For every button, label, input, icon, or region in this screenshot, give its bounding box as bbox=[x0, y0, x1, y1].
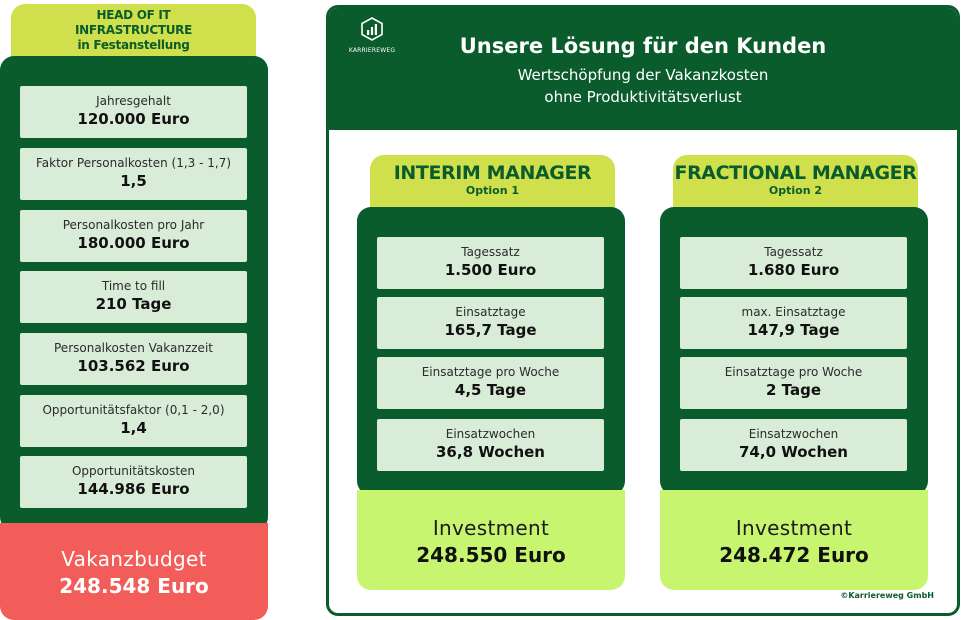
karriereweg-logo: KARRIEREWEG bbox=[346, 17, 398, 54]
option-2-tab: FRACTIONAL MANAGER Option 2 bbox=[673, 155, 918, 213]
card-value: 210 Tage bbox=[95, 295, 172, 313]
position-tab: HEAD OF IT INFRASTRUCTURE in Festanstell… bbox=[11, 4, 256, 64]
card-value: 1,5 bbox=[120, 172, 147, 190]
investment-label: Investment bbox=[432, 516, 550, 540]
card-label: Personalkosten Vakanzzeit bbox=[54, 341, 213, 355]
solution-frame: KARRIEREWEG Unsere Lösung für den Kunden… bbox=[326, 5, 960, 616]
investment-label: Investment bbox=[735, 516, 853, 540]
position-title-line-1: HEAD OF IT bbox=[96, 8, 171, 22]
card-label: Einsatztage pro Woche bbox=[421, 365, 560, 379]
card-value: 165,7 Tage bbox=[444, 321, 537, 339]
cost-card-factor: Faktor Personalkosten (1,3 - 1,7) 1,5 bbox=[20, 148, 247, 200]
card-value: 1.500 Euro bbox=[444, 261, 537, 279]
subtitle-line-2: ohne Produktivitätsverlust bbox=[544, 88, 742, 106]
budget-label: Vakanzbudget bbox=[61, 547, 207, 571]
card-label: max. Einsatztage bbox=[741, 305, 846, 319]
investment-value: 248.472 Euro bbox=[719, 543, 869, 567]
copyright-notice: ©Karriereweg GmbH bbox=[840, 591, 934, 600]
card-label: Opportunitätsfaktor (0,1 - 2,0) bbox=[42, 403, 225, 417]
option-card-days-per-week: Einsatztage pro Woche 2 Tage bbox=[680, 357, 907, 409]
card-value: 147,9 Tage bbox=[747, 321, 840, 339]
card-value: 74,0 Wochen bbox=[739, 443, 848, 461]
vacancy-cost-panel: Jahresgehalt 120.000 Euro Faktor Persona… bbox=[0, 56, 268, 531]
cost-card-opportunity-factor: Opportunitätsfaktor (0,1 - 2,0) 1,4 bbox=[20, 395, 247, 447]
card-label: Opportunitätskosten bbox=[71, 464, 196, 478]
cost-card-vacancy-cost: Personalkosten Vakanzzeit 103.562 Euro bbox=[20, 333, 247, 385]
option-card-weeks: Einsatzwochen 74,0 Wochen bbox=[680, 419, 907, 471]
cost-card-salary: Jahresgehalt 120.000 Euro bbox=[20, 86, 247, 138]
card-value: 1,4 bbox=[120, 419, 147, 437]
option-card-day-rate: Tagessatz 1.680 Euro bbox=[680, 237, 907, 289]
solution-header: KARRIEREWEG Unsere Lösung für den Kunden… bbox=[329, 8, 957, 130]
card-value: 103.562 Euro bbox=[77, 357, 190, 375]
subtitle-line-1: Wertschöpfung der Vakanzkosten bbox=[517, 66, 769, 84]
card-label: Time to fill bbox=[101, 279, 166, 293]
option-name: FRACTIONAL MANAGER bbox=[674, 162, 917, 184]
vacancy-budget: Vakanzbudget 248.548 Euro bbox=[0, 523, 268, 620]
card-value: 120.000 Euro bbox=[77, 110, 190, 128]
option-card-days-per-week: Einsatztage pro Woche 4,5 Tage bbox=[377, 357, 604, 409]
cost-card-opportunity-cost: Opportunitätskosten 144.986 Euro bbox=[20, 456, 247, 508]
option-card-day-rate: Tagessatz 1.500 Euro bbox=[377, 237, 604, 289]
option-1-tab: INTERIM MANAGER Option 1 bbox=[370, 155, 615, 213]
card-label: Tagessatz bbox=[764, 245, 823, 259]
solution-subtitle: Wertschöpfung der Vakanzkosten ohne Prod… bbox=[329, 64, 957, 108]
card-label: Einsatzwochen bbox=[445, 427, 536, 441]
budget-value: 248.548 Euro bbox=[59, 574, 209, 598]
card-value: 1.680 Euro bbox=[747, 261, 840, 279]
option-label: Option 2 bbox=[768, 184, 823, 197]
cost-card-time-to-fill: Time to fill 210 Tage bbox=[20, 271, 247, 323]
option-card-max-days: max. Einsatztage 147,9 Tage bbox=[680, 297, 907, 349]
card-label: Tagessatz bbox=[461, 245, 520, 259]
card-label: Einsatztage pro Woche bbox=[724, 365, 863, 379]
card-label: Jahresgehalt bbox=[96, 94, 171, 108]
card-label: Einsatztage bbox=[455, 305, 526, 319]
option-label: Option 1 bbox=[465, 184, 520, 197]
logo-icon bbox=[361, 17, 383, 41]
investment-value: 248.550 Euro bbox=[416, 543, 566, 567]
card-value: 180.000 Euro bbox=[77, 234, 190, 252]
option-name: INTERIM MANAGER bbox=[393, 162, 592, 184]
option-2-panel: Tagessatz 1.680 Euro max. Einsatztage 14… bbox=[660, 207, 928, 495]
card-value: 144.986 Euro bbox=[77, 480, 190, 498]
card-label: Personalkosten pro Jahr bbox=[62, 218, 205, 232]
card-value: 2 Tage bbox=[766, 381, 821, 399]
position-title-line-2: INFRASTRUCTURE bbox=[74, 23, 193, 37]
card-value: 4,5 Tage bbox=[454, 381, 527, 399]
card-value: 36,8 Wochen bbox=[436, 443, 545, 461]
option-2-investment: Investment 248.472 Euro bbox=[660, 490, 928, 590]
option-card-days: Einsatztage 165,7 Tage bbox=[377, 297, 604, 349]
position-subtitle: in Festanstellung bbox=[77, 38, 190, 52]
logo-text: KARRIEREWEG bbox=[348, 47, 396, 54]
card-label: Faktor Personalkosten (1,3 - 1,7) bbox=[35, 156, 232, 170]
cost-card-personnel-per-year: Personalkosten pro Jahr 180.000 Euro bbox=[20, 210, 247, 262]
option-card-weeks: Einsatzwochen 36,8 Wochen bbox=[377, 419, 604, 471]
solution-title: Unsere Lösung für den Kunden bbox=[459, 34, 827, 58]
option-1-panel: Tagessatz 1.500 Euro Einsatztage 165,7 T… bbox=[357, 207, 625, 495]
option-1-investment: Investment 248.550 Euro bbox=[357, 490, 625, 590]
card-label: Einsatzwochen bbox=[748, 427, 839, 441]
